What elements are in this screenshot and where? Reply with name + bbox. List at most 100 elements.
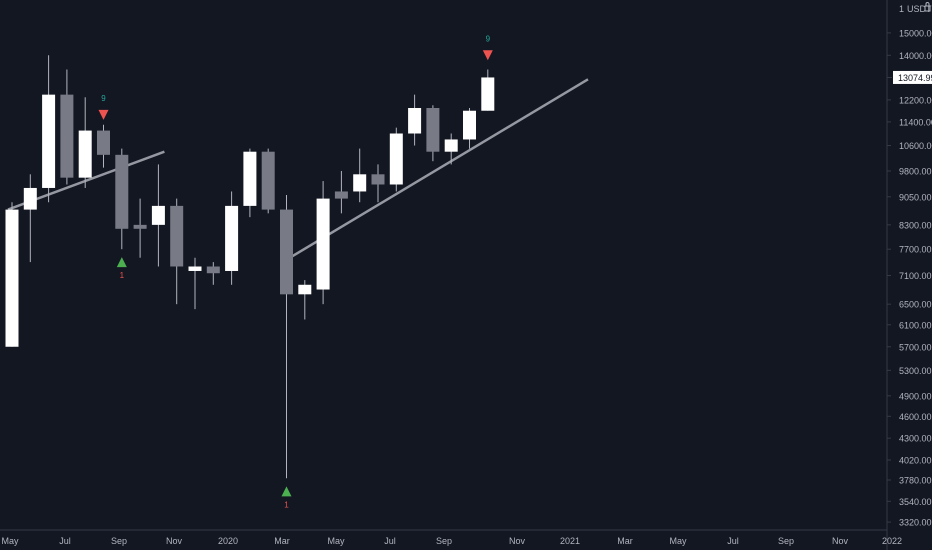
y-tick-label: 9800.00 bbox=[899, 166, 932, 176]
last-price-label: 13074.99 bbox=[898, 73, 932, 83]
candle-body bbox=[316, 198, 330, 290]
y-tick-label: 6100.00 bbox=[899, 320, 932, 330]
x-tick-label: May bbox=[669, 536, 687, 546]
x-tick-label: Sep bbox=[436, 536, 452, 546]
candle-body bbox=[426, 107, 440, 152]
x-tick-label: Nov bbox=[509, 536, 526, 546]
lock-icon[interactable] bbox=[924, 2, 931, 12]
x-tick-label: 2020 bbox=[218, 536, 238, 546]
x-tick-label: Jul bbox=[59, 536, 71, 546]
y-tick-label: 5300.00 bbox=[899, 366, 932, 376]
candle bbox=[334, 170, 348, 214]
candle-body bbox=[78, 130, 92, 178]
x-tick-label: 2021 bbox=[560, 536, 580, 546]
candle bbox=[371, 164, 385, 203]
candle bbox=[298, 280, 312, 320]
last-price-tag bbox=[893, 70, 932, 84]
axis-scale-label: 1 bbox=[899, 4, 904, 14]
buy-signal-marker bbox=[281, 486, 292, 497]
candle bbox=[444, 133, 458, 165]
candle-body bbox=[60, 94, 74, 178]
x-tick-label: Sep bbox=[111, 536, 127, 546]
time-axis[interactable]: May Jul Sep Nov 2020 Mar May Jul Sep Nov 2021 Mar Ma… bbox=[1, 536, 902, 546]
y-tick-label: 5700.00 bbox=[899, 342, 932, 352]
candle-body bbox=[170, 205, 184, 267]
buy-signal-label: 1 bbox=[284, 500, 289, 509]
candle-body bbox=[408, 107, 422, 134]
y-tick-label: 4020.00 bbox=[899, 456, 932, 466]
price-axis-header: 1 USDT bbox=[899, 2, 932, 14]
candle-body bbox=[206, 266, 220, 274]
price-axis[interactable]: 15000.00 14000.00 13074.99 12200.00 11400.00… bbox=[887, 28, 932, 528]
y-tick-label: 4600.00 bbox=[899, 412, 932, 422]
candle-body bbox=[151, 205, 165, 225]
candle-body bbox=[280, 209, 293, 295]
x-tick-label: Nov bbox=[166, 536, 183, 546]
x-tick-label: Nov bbox=[832, 536, 849, 546]
y-tick-label: 14000.00 bbox=[899, 51, 932, 61]
candle bbox=[151, 164, 165, 267]
candle-body bbox=[298, 284, 312, 295]
y-tick-label: 12200.00 bbox=[899, 95, 932, 105]
candle bbox=[353, 148, 367, 203]
y-tick-label: 7100.00 bbox=[899, 271, 932, 281]
candle-body bbox=[42, 94, 56, 188]
candle bbox=[463, 107, 476, 149]
candle bbox=[133, 198, 147, 258]
x-tick-label: Sep bbox=[778, 536, 794, 546]
candle-body bbox=[371, 174, 385, 185]
y-tick-label: 4300.00 bbox=[899, 434, 932, 444]
y-tick-label: 8300.00 bbox=[899, 220, 932, 230]
y-tick-label: 3780.00 bbox=[899, 475, 932, 485]
currency-label: USDT bbox=[907, 4, 932, 14]
candle-body bbox=[243, 151, 257, 206]
candle bbox=[408, 94, 422, 146]
x-tick-label: Jul bbox=[384, 536, 396, 546]
candle bbox=[23, 174, 37, 263]
y-tick-label: 9050.00 bbox=[899, 192, 932, 202]
candle bbox=[426, 105, 440, 162]
candle bbox=[42, 55, 56, 203]
candle bbox=[60, 69, 74, 185]
candle bbox=[280, 195, 293, 479]
candle bbox=[188, 257, 202, 310]
trendline bbox=[281, 78, 589, 264]
candle-body bbox=[97, 130, 110, 155]
candle bbox=[389, 127, 403, 192]
x-tick-label: May bbox=[327, 536, 345, 546]
candle-body bbox=[334, 191, 348, 199]
sell-signal-label: 9 bbox=[101, 94, 106, 103]
sell-signal-label: 9 bbox=[486, 34, 491, 43]
candle-body bbox=[5, 209, 19, 347]
candle bbox=[206, 262, 220, 285]
x-tick-label: Jul bbox=[727, 536, 739, 546]
candle bbox=[243, 148, 257, 218]
candle bbox=[225, 191, 239, 285]
candle bbox=[97, 124, 110, 168]
y-tick-label: 10600.00 bbox=[899, 141, 932, 151]
buy-signal-marker bbox=[116, 257, 127, 268]
buy-signal-label: 1 bbox=[120, 271, 125, 280]
sell-signal-marker bbox=[482, 50, 493, 61]
candle-body bbox=[115, 154, 129, 229]
candle bbox=[316, 181, 330, 305]
candle-body bbox=[261, 151, 275, 210]
x-tick-label: Mar bbox=[274, 536, 290, 546]
candle bbox=[481, 69, 495, 111]
candle-body bbox=[23, 187, 37, 210]
candle-body bbox=[463, 110, 476, 140]
candle bbox=[261, 148, 275, 214]
candle bbox=[5, 202, 19, 347]
y-tick-label: 15000.00 bbox=[899, 28, 932, 38]
candle-body bbox=[389, 133, 403, 185]
y-tick-label: 7700.00 bbox=[899, 245, 932, 255]
y-tick-label: 3320.00 bbox=[899, 518, 932, 528]
candle-body bbox=[481, 77, 495, 111]
y-tick-label: 4900.00 bbox=[899, 391, 932, 401]
plot-area[interactable]: 9 1 1 9 bbox=[5, 34, 589, 509]
x-tick-label: May bbox=[1, 536, 19, 546]
x-tick-label: 2022 bbox=[882, 536, 902, 546]
y-tick-label: 11400.00 bbox=[899, 117, 932, 127]
